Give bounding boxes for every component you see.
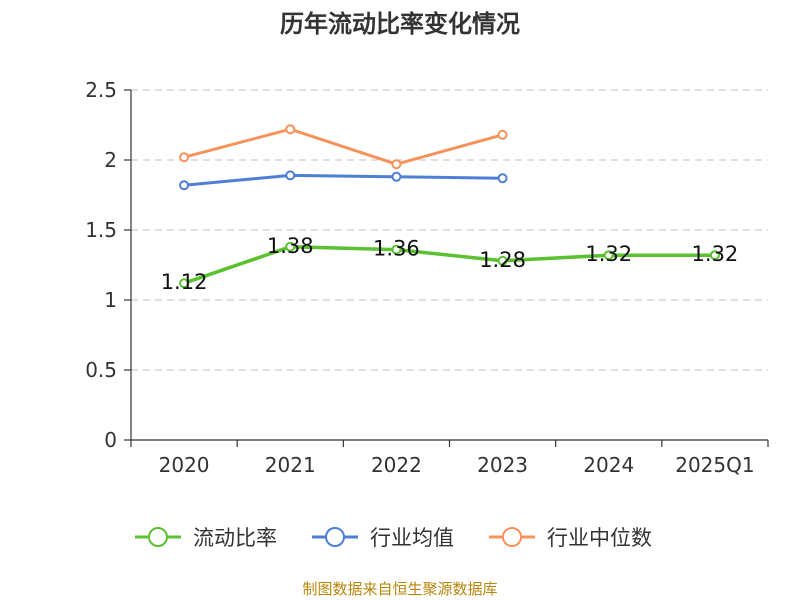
x-tick-label-0: 2020	[159, 453, 210, 477]
source-note: 制图数据来自恒生聚源数据库	[302, 580, 497, 598]
legend-label-0: 流动比率	[193, 526, 277, 550]
y-tick-label-2: 1	[104, 288, 117, 312]
point-series0-5	[709, 250, 720, 261]
legend-label-1: 行业均值	[370, 526, 454, 550]
y-tick-label-0: 0	[104, 428, 117, 452]
series-line-1	[183, 173, 503, 187]
series-lines	[179, 124, 720, 289]
legend-marker-1	[325, 527, 345, 547]
point-series1-3	[497, 173, 508, 184]
data-label-4: 1.32	[585, 242, 632, 266]
axes: 0 0.5 1 1.5 2 2.5 2020 2021 2022 2023 2024 2025Q1	[85, 78, 769, 477]
y-tick-label-5: 2.5	[85, 78, 117, 102]
data-labels: 1.12 1.38 1.36 1.28 1.32 1.32	[161, 234, 739, 294]
y-tick-label-3: 1.5	[85, 218, 117, 242]
x-tick-label-2: 2022	[371, 453, 422, 477]
y-tick-label-1: 0.5	[85, 358, 117, 382]
data-label-2: 1.36	[373, 237, 420, 261]
legend-item-1[interactable]: 行业均值	[312, 526, 454, 550]
chart-title: 历年流动比率变化情况	[280, 10, 520, 38]
data-label-1: 1.38	[267, 234, 314, 258]
point-series0-3	[497, 255, 508, 266]
series-line-0	[183, 245, 715, 285]
point-series0-4	[603, 250, 614, 261]
point-series1-2	[391, 171, 402, 182]
data-label-3: 1.28	[479, 248, 526, 272]
y-tick-label-4: 2	[104, 148, 117, 172]
legend-marker-0	[148, 527, 168, 547]
point-series0-1	[285, 241, 296, 252]
point-series2-3	[497, 129, 508, 140]
legend-marker-2	[502, 527, 522, 547]
legend-label-2: 行业中位数	[547, 526, 652, 550]
legend-item-2[interactable]: 行业中位数	[489, 526, 652, 550]
point-series2-2	[391, 159, 402, 170]
x-tick-label-5: 2025Q1	[675, 453, 754, 477]
data-label-0: 1.12	[161, 270, 208, 294]
x-tick-label-1: 2021	[265, 453, 316, 477]
point-series2-1	[285, 124, 296, 135]
point-series1-1	[285, 170, 296, 181]
point-series1-0	[179, 180, 190, 191]
point-series0-0	[179, 278, 190, 289]
legend-item-0[interactable]: 流动比率	[135, 526, 277, 550]
x-tick-label-3: 2023	[477, 453, 528, 477]
data-label-5: 1.32	[692, 242, 739, 266]
point-series2-0	[179, 152, 190, 163]
legend[interactable]: 流动比率 行业均值 行业中位数	[135, 526, 652, 550]
x-tick-label-4: 2024	[583, 453, 634, 477]
series-line-2	[183, 127, 503, 166]
point-series0-2	[391, 244, 402, 255]
grid-lines	[131, 89, 768, 371]
